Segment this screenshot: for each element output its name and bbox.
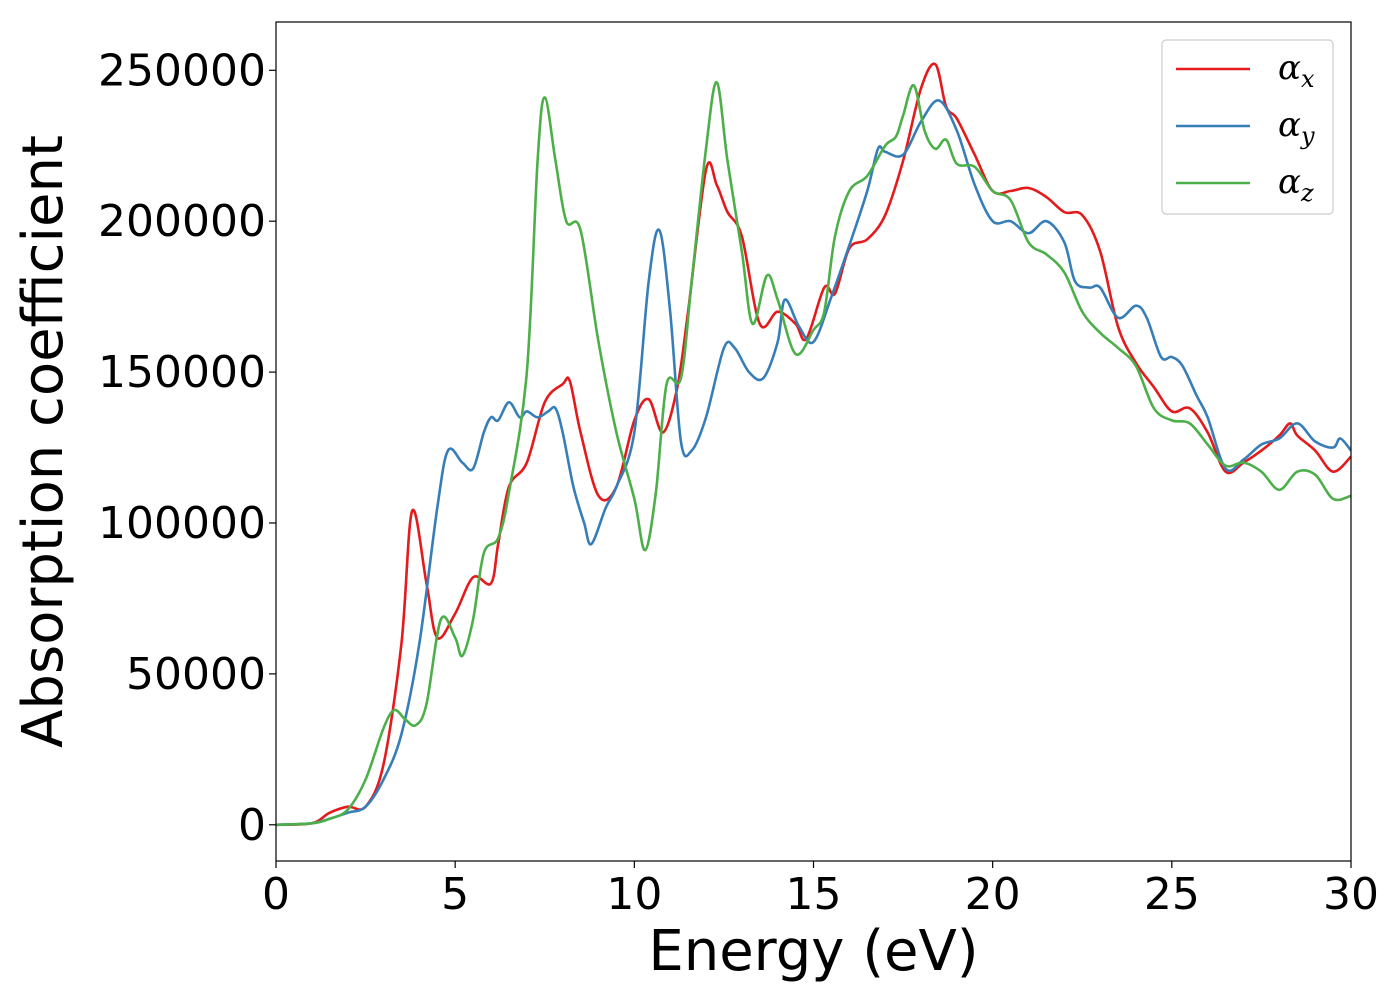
- x-axis-ticks: 0 5 10 15 20 25 30: [262, 861, 1379, 920]
- x-tick-label: 15: [786, 869, 842, 920]
- legend-label-x: αx: [1278, 48, 1315, 93]
- x-tick-label: 25: [1144, 869, 1200, 920]
- y-tick-label: 150000: [98, 347, 266, 398]
- x-tick-label: 0: [262, 869, 290, 920]
- y-tick-label: 50000: [126, 649, 266, 700]
- series-line-y: [276, 99, 1351, 827]
- legend-label-z: αz: [1278, 162, 1314, 207]
- series-lines: [276, 62, 1351, 827]
- y-axis-label: Absorption coefficient: [11, 135, 76, 748]
- y-tick-label: 250000: [98, 45, 266, 96]
- x-tick-label: 5: [441, 869, 469, 920]
- legend-label-y: αy: [1278, 105, 1315, 150]
- y-axis-ticks: 0 50000 100000 150000 200000 250000: [98, 45, 276, 851]
- series-line-x: [276, 62, 1351, 827]
- y-tick-label: 100000: [98, 498, 266, 549]
- y-tick-label: 200000: [98, 196, 266, 247]
- series-line-z: [276, 81, 1351, 827]
- x-tick-label: 20: [965, 869, 1021, 920]
- x-tick-label: 30: [1323, 869, 1379, 920]
- x-axis-label: Energy (eV): [648, 919, 978, 984]
- x-tick-label: 10: [606, 869, 662, 920]
- y-tick-label: 0: [238, 800, 266, 851]
- legend: αx αy αz: [1161, 39, 1334, 215]
